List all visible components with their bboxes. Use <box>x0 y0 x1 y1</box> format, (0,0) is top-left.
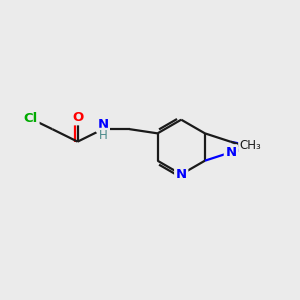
Text: CH₃: CH₃ <box>240 142 262 155</box>
Text: Cl: Cl <box>24 112 38 125</box>
Text: O: O <box>72 111 83 124</box>
Text: N: N <box>176 168 187 181</box>
Text: N: N <box>252 140 263 154</box>
Text: CH₃: CH₃ <box>240 139 262 152</box>
Text: N: N <box>225 146 236 159</box>
Text: H: H <box>98 129 107 142</box>
Text: N: N <box>97 118 108 131</box>
